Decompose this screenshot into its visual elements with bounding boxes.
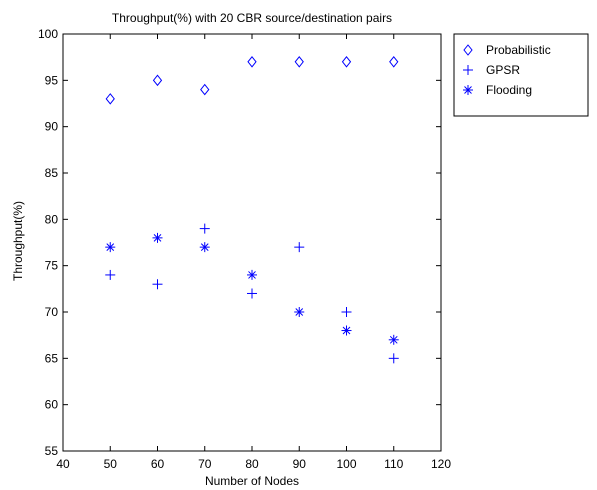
- point-flooding: [294, 307, 305, 317]
- y-tick-label: 85: [45, 166, 59, 180]
- legend-label: Flooding: [486, 83, 532, 97]
- point-flooding: [388, 334, 399, 345]
- legend-marker-flooding: [463, 85, 473, 95]
- x-axis-label: Number of Nodes: [205, 474, 299, 488]
- x-axis: 40 50 60 70 80 90 100 110 120: [56, 34, 451, 471]
- point-flooding: [247, 269, 257, 280]
- plot-area-frame: [62, 33, 442, 452]
- point-gpsr: [199, 223, 210, 234]
- point-probabilistic: [200, 83, 210, 96]
- point-gpsr: [341, 307, 352, 317]
- y-tick-label: 65: [45, 351, 59, 365]
- x-tick-label: 100: [336, 457, 356, 471]
- point-flooding: [199, 242, 210, 253]
- x-tick-label: 80: [245, 457, 259, 471]
- legend-marker-probabilistic: [463, 44, 473, 56]
- chart-title: Throughput(%) with 20 CBR source/destina…: [112, 11, 392, 25]
- point-probabilistic: [389, 55, 399, 68]
- x-tick-label: 110: [384, 457, 403, 471]
- point-gpsr: [388, 353, 399, 364]
- x-tick-label: 70: [198, 457, 212, 471]
- point-probabilistic: [152, 74, 163, 87]
- point-flooding: [341, 325, 352, 336]
- point-probabilistic: [294, 55, 304, 68]
- x-tick-label: 90: [293, 457, 307, 471]
- y-tick-label: 75: [45, 259, 59, 273]
- y-tick-label: 80: [45, 212, 59, 226]
- legend: Probabilistic GPSR Flooding: [453, 33, 589, 117]
- point-gpsr: [294, 242, 305, 253]
- point-flooding: [152, 232, 163, 243]
- y-axis-label: Throughput(%): [11, 201, 25, 281]
- x-tick-label: 120: [431, 457, 451, 471]
- y-tick-label: 55: [45, 444, 59, 458]
- point-probabilistic: [105, 93, 115, 105]
- x-tick-label: 40: [56, 457, 70, 471]
- legend-label: Probabilistic: [486, 43, 551, 57]
- point-probabilistic: [247, 55, 257, 68]
- y-tick-label: 60: [45, 398, 59, 412]
- y-tick-label: 95: [45, 73, 59, 87]
- x-tick-label: 50: [104, 457, 118, 471]
- y-axis: 55 60 65 70 75 80 85 90 95 100: [38, 27, 441, 458]
- legend-box: [453, 33, 589, 117]
- point-gpsr: [247, 288, 257, 299]
- y-tick-label: 70: [45, 305, 59, 319]
- point-gpsr: [105, 269, 116, 280]
- legend-marker-gpsr: [463, 65, 473, 75]
- x-tick-label: 60: [151, 457, 165, 471]
- y-tick-label: 90: [45, 120, 59, 134]
- point-flooding: [105, 242, 116, 253]
- legend-label: GPSR: [486, 63, 520, 77]
- point-gpsr: [152, 279, 163, 290]
- data-points: [105, 55, 399, 364]
- point-probabilistic: [341, 55, 352, 68]
- y-tick-label: 100: [38, 27, 58, 41]
